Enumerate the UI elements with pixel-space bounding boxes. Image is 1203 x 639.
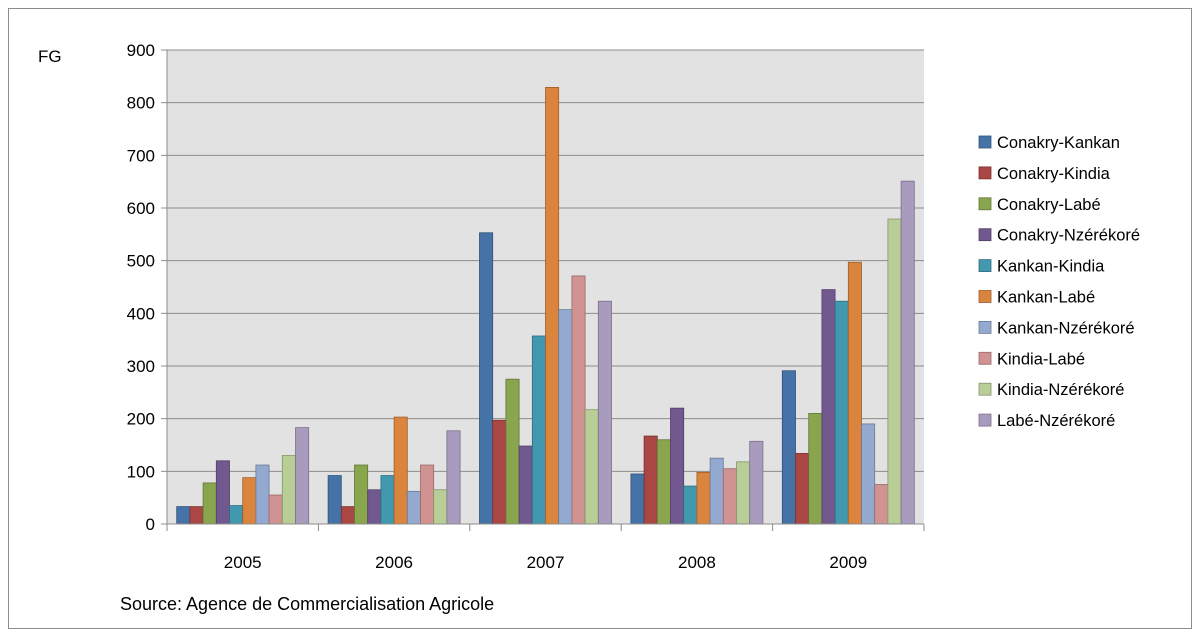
bar [380,475,395,525]
bar [446,430,461,525]
y-tick-label: 200 [127,410,155,429]
bar [749,440,764,525]
legend-label: Labé-Nzérékoré [997,412,1115,430]
x-tick-label: 2009 [829,553,867,572]
legend-swatch [978,320,992,334]
bar [722,468,737,525]
legend-swatch [978,290,992,303]
y-tick-label: 400 [127,304,155,323]
legend-label: Kindia-Nzérékoré [997,381,1124,399]
bar [505,378,520,525]
axes [166,50,925,531]
legend-label: Conakry-Kindia [997,165,1111,183]
legend-label: Kankan-Nzérékoré [997,319,1135,337]
bar [709,457,724,525]
x-tick-label: 2005 [224,553,262,572]
legend-swatch [978,135,992,149]
legend-label: Conakry-Nzérékoré [997,227,1140,245]
y-tick-label: 800 [127,94,155,113]
bar [189,506,204,525]
bar [630,473,645,525]
bar [736,461,751,525]
y-tick-label: 300 [127,357,155,376]
legend-swatch [978,382,992,396]
bar [176,506,191,525]
bar [406,490,421,525]
bar [281,455,296,525]
legend-swatch [978,166,992,180]
bar [795,453,810,525]
bar [781,370,796,525]
bar [900,180,915,525]
legend-label: Kindia-Labé [997,350,1085,368]
bar [821,289,836,525]
x-tick-labels: 2005 2006 2007 2008 2009 [224,553,867,572]
y-tick-label: 500 [127,252,155,271]
bar [545,86,560,525]
bar [558,309,573,525]
y-tick-label: 700 [127,146,155,165]
bar [479,232,494,525]
bar [268,494,283,525]
bar [433,489,448,525]
bar [295,427,310,525]
bar [531,335,546,525]
bar [861,423,876,525]
legend-swatch [978,228,992,242]
bar [242,477,257,525]
bar [571,275,586,525]
legend-swatch [978,351,992,365]
bar [696,471,711,525]
bar [643,435,658,525]
bar [847,261,862,525]
legend-swatch [978,197,992,211]
y-tick-label: 600 [127,199,155,218]
legend-label: Conakry-Labé [997,196,1101,214]
bar [656,439,671,525]
bar [492,419,507,525]
y-tick-label: 100 [127,462,155,481]
bar [834,300,849,525]
x-tick-label: 2007 [527,553,565,572]
bars [176,86,915,525]
bar [215,460,230,525]
bar [354,464,369,525]
bar [670,407,685,525]
legend-swatch [978,413,992,427]
bar [584,409,599,525]
bar [229,505,244,525]
bar [340,506,355,525]
y-tick-label: 900 [127,41,155,60]
bar [327,475,342,525]
legend-label: Kankan-Kindia [997,258,1105,276]
legend-label: Kankan-Labé [997,289,1095,307]
bar [808,412,823,525]
bar [683,485,698,525]
bar [202,482,217,525]
y-axis-label: FG [38,47,62,66]
x-tick-label: 2006 [375,553,413,572]
bar [393,416,408,525]
source-note: Source: Agence de Commercialisation Agri… [120,594,494,614]
bar [518,445,533,525]
legend-label: Conakry-Kankan [997,134,1120,152]
y-tick-labels: 0 100 200 300 400 500 600 700 800 900 [127,41,155,534]
x-tick-label: 2008 [678,553,716,572]
bar [255,464,270,525]
bar [420,464,435,525]
bar [887,218,902,525]
bar [874,484,889,525]
legend-swatch [978,259,992,273]
y-tick-label: 0 [146,515,155,534]
legend: Conakry-Kankan Conakry-Kindia Conakry-Labé… [978,134,1140,430]
bar [597,300,612,525]
bar [367,489,382,525]
